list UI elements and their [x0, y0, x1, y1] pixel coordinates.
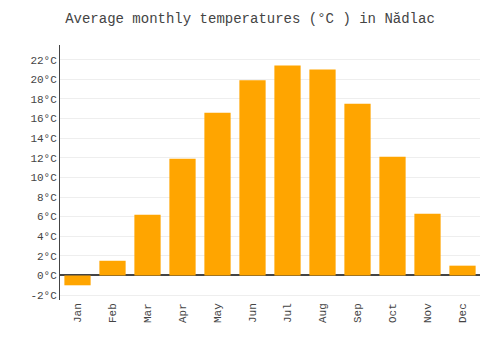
svg-text:2°C: 2°C: [37, 251, 57, 263]
svg-text:-2°C: -2°C: [30, 290, 57, 302]
svg-text:8°C: 8°C: [37, 192, 57, 204]
svg-text:20°C: 20°C: [30, 74, 57, 86]
svg-text:May: May: [212, 303, 224, 323]
svg-text:Mar: Mar: [142, 303, 154, 323]
svg-text:14°C: 14°C: [30, 133, 57, 145]
svg-text:Aug: Aug: [317, 303, 329, 323]
svg-text:10°C: 10°C: [30, 172, 57, 184]
svg-text:Jun: Jun: [247, 303, 259, 323]
svg-text:Apr: Apr: [177, 303, 189, 323]
svg-text:Average monthly temperatures (: Average monthly temperatures (°C ) in Nă…: [65, 11, 435, 27]
svg-text:Jan: Jan: [72, 303, 84, 323]
svg-text:Oct: Oct: [387, 303, 399, 323]
svg-text:12°C: 12°C: [30, 153, 57, 165]
svg-text:4°C: 4°C: [37, 231, 57, 243]
svg-text:Sep: Sep: [352, 303, 364, 323]
svg-text:18°C: 18°C: [30, 94, 57, 106]
svg-text:Jul: Jul: [282, 303, 294, 323]
svg-text:22°C: 22°C: [30, 55, 57, 67]
svg-text:6°C: 6°C: [37, 211, 57, 223]
svg-text:Nov: Nov: [422, 303, 434, 323]
svg-text:Feb: Feb: [107, 303, 119, 323]
svg-text:16°C: 16°C: [30, 113, 57, 125]
svg-text:Dec: Dec: [457, 303, 469, 323]
svg-text:0°C: 0°C: [37, 270, 57, 282]
